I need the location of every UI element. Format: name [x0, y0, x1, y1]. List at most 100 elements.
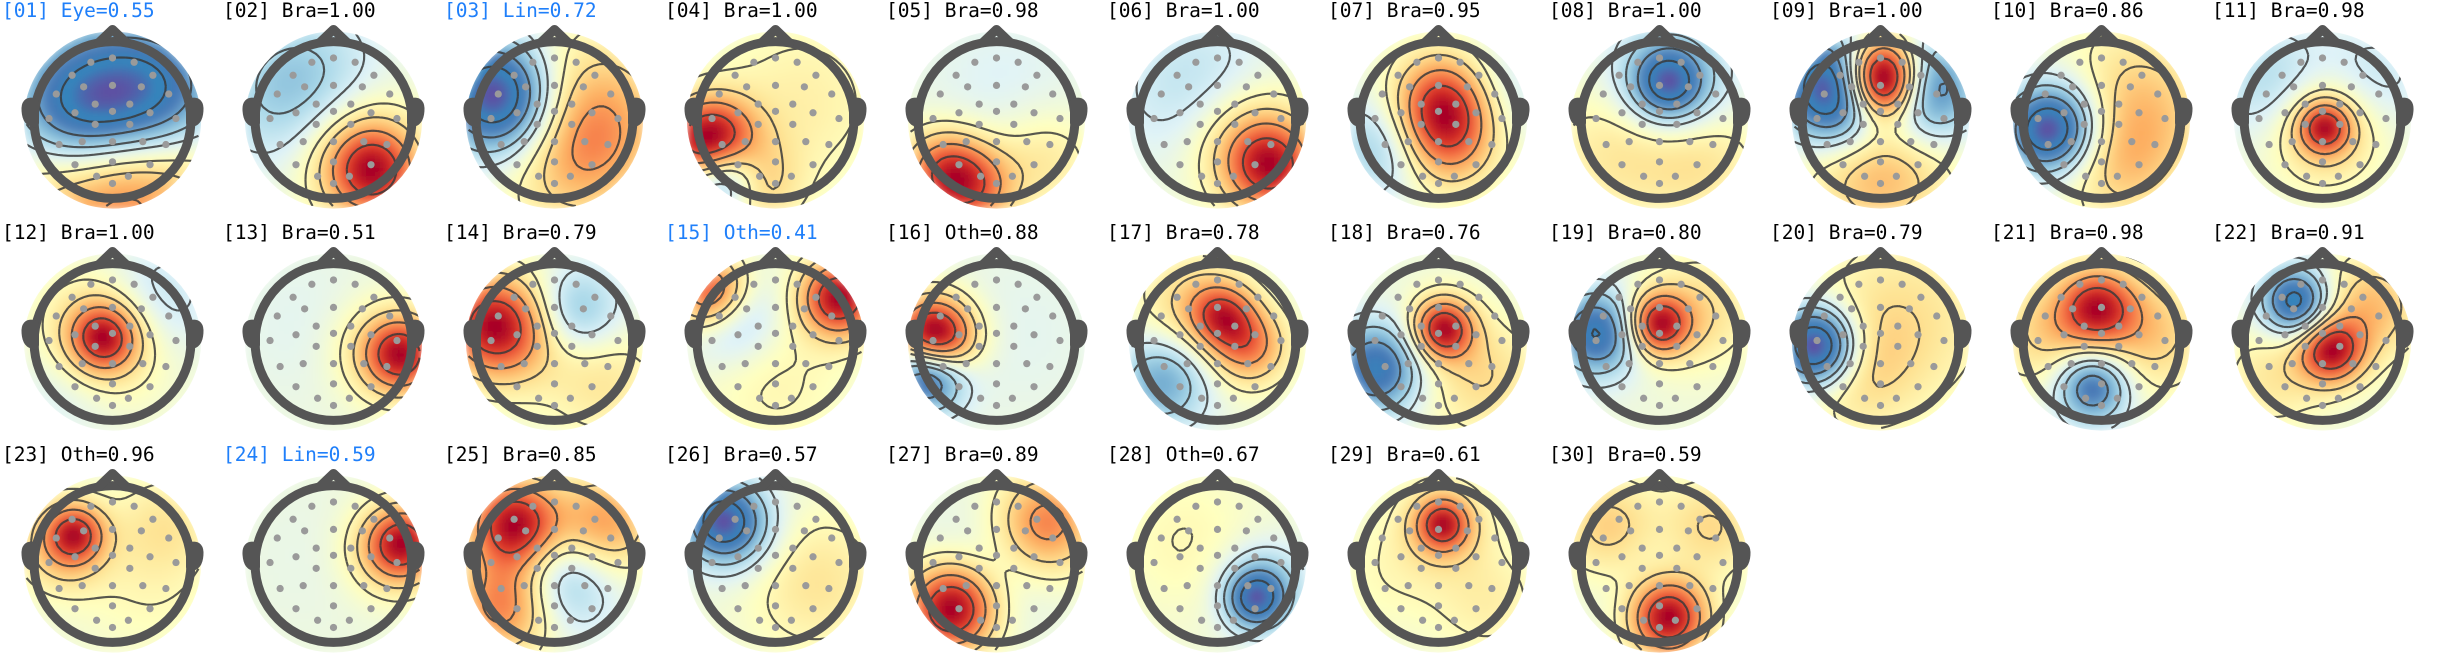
component-label: [22] Bra=0.91 — [2212, 222, 2433, 244]
electrode-markers — [1813, 276, 1948, 410]
topomap[interactable] — [1328, 244, 1549, 440]
head-outline — [2010, 24, 2193, 203]
topomap[interactable] — [1328, 22, 1549, 218]
topomap[interactable] — [1549, 244, 1770, 440]
ica-component-cell[interactable]: [16] Oth=0.88 — [886, 222, 1107, 444]
ica-component-cell[interactable]: [02] Bra=1.00 — [223, 0, 444, 222]
head-outline — [2231, 24, 2414, 203]
topomap[interactable] — [444, 466, 665, 662]
ica-component-cell[interactable]: [14] Bra=0.79 — [444, 222, 665, 444]
topomap[interactable] — [2, 22, 223, 218]
topomap[interactable] — [2212, 22, 2433, 218]
electrode-markers — [1592, 276, 1727, 410]
ica-component-cell[interactable]: [24] Lin=0.59 — [223, 444, 444, 666]
topomap[interactable] — [886, 244, 1107, 440]
head-outline — [21, 24, 204, 203]
topomap[interactable] — [1107, 244, 1328, 440]
topomap[interactable] — [444, 244, 665, 440]
ica-component-cell[interactable]: [23] Oth=0.96 — [2, 444, 223, 666]
ica-component-cell[interactable]: [30] Bra=0.59 — [1549, 444, 1770, 666]
topomap[interactable] — [1770, 22, 1991, 218]
electrode-markers — [266, 54, 401, 188]
ica-component-cell[interactable]: [08] Bra=1.00 — [1549, 0, 1770, 222]
topomap[interactable] — [444, 22, 665, 218]
ica-component-cell[interactable]: [28] Oth=0.67 — [1107, 444, 1328, 666]
electrode-markers — [1813, 54, 1948, 188]
head-outline — [1126, 24, 1309, 203]
electrode-markers — [1371, 276, 1506, 410]
ica-component-cell[interactable]: [13] Bra=0.51 — [223, 222, 444, 444]
ica-component-cell[interactable]: [25] Bra=0.85 — [444, 444, 665, 666]
component-label: [04] Bra=1.00 — [665, 0, 886, 22]
electrode-markers — [1371, 498, 1506, 632]
topomap[interactable] — [2, 244, 223, 440]
topomap[interactable] — [1107, 466, 1328, 662]
electrode-markers — [45, 498, 180, 632]
ica-component-cell[interactable]: [03] Lin=0.72 — [444, 0, 665, 222]
component-label: [16] Oth=0.88 — [886, 222, 1107, 244]
electrode-markers — [929, 54, 1064, 188]
electrode-markers — [1150, 498, 1285, 632]
electrode-markers — [929, 498, 1064, 632]
component-label: [11] Bra=0.98 — [2212, 0, 2433, 22]
ica-component-cell[interactable]: [17] Bra=0.78 — [1107, 222, 1328, 444]
topomap[interactable] — [665, 22, 886, 218]
ica-component-cell[interactable]: [15] Oth=0.41 — [665, 222, 886, 444]
topomap[interactable] — [886, 22, 1107, 218]
electrode-markers — [45, 54, 180, 188]
topomap[interactable] — [1770, 244, 1991, 440]
ica-component-cell[interactable]: [29] Bra=0.61 — [1328, 444, 1549, 666]
component-label: [15] Oth=0.41 — [665, 222, 886, 244]
component-label: [02] Bra=1.00 — [223, 0, 444, 22]
component-label: [23] Oth=0.96 — [2, 444, 223, 466]
head-outline — [905, 246, 1088, 425]
component-label: [08] Bra=1.00 — [1549, 0, 1770, 22]
head-outline — [463, 468, 646, 647]
topomap[interactable] — [665, 244, 886, 440]
topomap[interactable] — [2, 466, 223, 662]
topomap[interactable] — [1549, 466, 1770, 662]
topomap[interactable] — [2212, 244, 2433, 440]
topomap[interactable] — [1991, 244, 2212, 440]
topomap[interactable] — [1549, 22, 1770, 218]
head-outline — [21, 246, 204, 425]
ica-component-cell[interactable]: [22] Bra=0.91 — [2212, 222, 2433, 444]
ica-component-cell[interactable]: [12] Bra=1.00 — [2, 222, 223, 444]
ica-component-cell[interactable]: [20] Bra=0.79 — [1770, 222, 1991, 444]
ica-component-cell[interactable]: [26] Bra=0.57 — [665, 444, 886, 666]
component-label: [21] Bra=0.98 — [1991, 222, 2212, 244]
ica-component-cell[interactable]: [21] Bra=0.98 — [1991, 222, 2212, 444]
ica-component-cell[interactable]: [27] Bra=0.89 — [886, 444, 1107, 666]
topomap[interactable] — [1991, 22, 2212, 218]
topomap[interactable] — [223, 244, 444, 440]
head-outline — [684, 24, 867, 203]
electrode-markers — [1371, 54, 1506, 188]
ica-component-cell[interactable]: [11] Bra=0.98 — [2212, 0, 2433, 222]
ica-component-cell[interactable]: [05] Bra=0.98 — [886, 0, 1107, 222]
head-outline — [905, 24, 1088, 203]
topomap[interactable] — [223, 22, 444, 218]
ica-component-cell[interactable]: [09] Bra=1.00 — [1770, 0, 1991, 222]
component-label: [05] Bra=0.98 — [886, 0, 1107, 22]
electrode-markers — [1150, 54, 1285, 188]
component-label: [10] Bra=0.86 — [1991, 0, 2212, 22]
ica-component-cell[interactable]: [18] Bra=0.76 — [1328, 222, 1549, 444]
ica-component-cell[interactable]: [19] Bra=0.80 — [1549, 222, 1770, 444]
topomap[interactable] — [223, 466, 444, 662]
head-outline — [21, 468, 204, 647]
component-label: [28] Oth=0.67 — [1107, 444, 1328, 466]
topomap[interactable] — [886, 466, 1107, 662]
ica-component-cell[interactable]: [04] Bra=1.00 — [665, 0, 886, 222]
component-label: [27] Bra=0.89 — [886, 444, 1107, 466]
ica-component-cell[interactable]: [10] Bra=0.86 — [1991, 0, 2212, 222]
component-label: [01] Eye=0.55 — [2, 0, 223, 22]
head-outline — [1347, 468, 1530, 647]
ica-component-cell[interactable]: [07] Bra=0.95 — [1328, 0, 1549, 222]
topomap[interactable] — [1107, 22, 1328, 218]
head-outline — [1126, 468, 1309, 647]
topomap[interactable] — [1328, 466, 1549, 662]
ica-component-cell[interactable]: [06] Bra=1.00 — [1107, 0, 1328, 222]
ica-component-cell[interactable]: [01] Eye=0.55 — [2, 0, 223, 222]
topomap[interactable] — [665, 466, 886, 662]
